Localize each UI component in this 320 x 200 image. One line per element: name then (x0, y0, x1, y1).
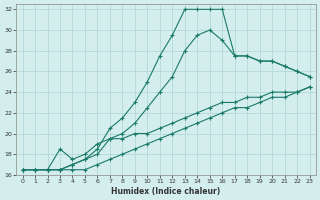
X-axis label: Humidex (Indice chaleur): Humidex (Indice chaleur) (111, 187, 221, 196)
